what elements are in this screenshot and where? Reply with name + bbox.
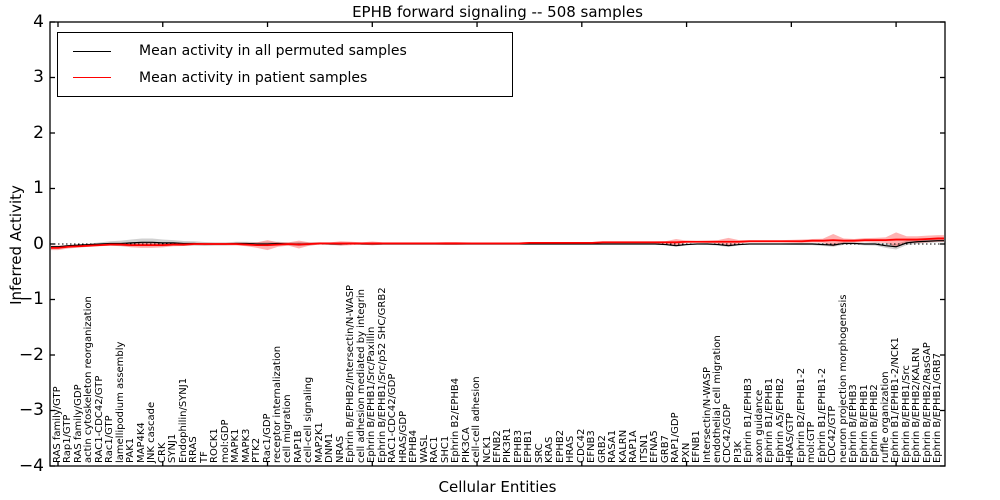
red-line-swatch — [73, 77, 111, 79]
legend-box: Mean activity in all permuted samples Me… — [57, 32, 513, 97]
x-tick-label: Ephrin B/EPHB2/KALRN — [911, 347, 923, 463]
y-tick-label: −1 — [18, 289, 44, 309]
x-tick-label: EFNB1 — [691, 430, 703, 463]
y-tick-label: −4 — [18, 455, 44, 476]
y-tick-label: 0 — [33, 233, 44, 254]
y-tick-label: 1 — [33, 178, 44, 198]
patient-mean-line — [51, 237, 944, 249]
y-tick-label: 4 — [33, 11, 44, 32]
x-axis-label: Cellular Entities — [438, 478, 557, 496]
y-tick-label: 2 — [33, 122, 44, 143]
y-tick-label: −3 — [18, 400, 44, 420]
chart-title: EPHB forward signaling -- 508 samples — [352, 3, 643, 21]
x-tick-label: cell-cell adhesion — [471, 376, 483, 463]
y-tick-label: 3 — [33, 67, 44, 87]
legend-label: Mean activity in all permuted samples — [139, 43, 407, 60]
x-tick-label: Ephrin B/EPHB1/GRB7 — [932, 352, 943, 463]
black-line-swatch — [73, 50, 111, 52]
x-tick-label: PTK2 — [251, 437, 263, 463]
y-tick-label: −2 — [18, 344, 44, 365]
patient-band — [51, 232, 944, 251]
legend-item-patient: Mean activity in patient samples — [58, 70, 512, 86]
legend-item-permuted: Mean activity in all permuted samples — [58, 43, 512, 59]
legend-label: Mean activity in patient samples — [139, 69, 368, 86]
